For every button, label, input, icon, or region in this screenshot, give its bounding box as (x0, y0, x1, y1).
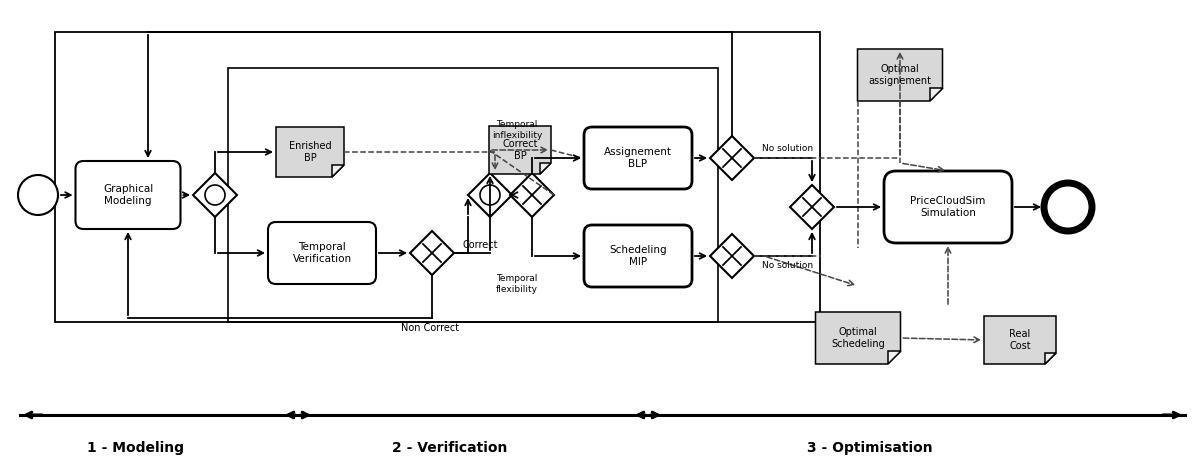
Text: Non Correct: Non Correct (401, 323, 460, 333)
Text: 3 - Optimisation: 3 - Optimisation (807, 441, 932, 455)
Text: Schedeling
MIP: Schedeling MIP (609, 245, 666, 267)
Polygon shape (410, 231, 454, 275)
Text: Temporal
Verification: Temporal Verification (292, 242, 351, 264)
Polygon shape (790, 185, 834, 229)
Text: Real
Cost: Real Cost (1009, 329, 1031, 351)
Text: 2 - Verification: 2 - Verification (392, 441, 508, 455)
Polygon shape (984, 316, 1056, 364)
Polygon shape (332, 165, 344, 177)
Circle shape (480, 185, 500, 205)
Polygon shape (710, 136, 754, 180)
Text: Assignement
BLP: Assignement BLP (604, 147, 672, 169)
Bar (55, 32, 820, 322)
FancyBboxPatch shape (76, 161, 180, 229)
Text: Optimal
Schedeling: Optimal Schedeling (831, 327, 885, 349)
Circle shape (1044, 183, 1092, 231)
Polygon shape (510, 173, 555, 217)
Text: Temporal
inflexibility: Temporal inflexibility (492, 120, 543, 140)
Polygon shape (1045, 353, 1056, 364)
Polygon shape (930, 88, 942, 101)
Polygon shape (540, 163, 551, 174)
Polygon shape (468, 173, 512, 217)
FancyBboxPatch shape (583, 225, 692, 287)
Circle shape (18, 175, 58, 215)
Polygon shape (488, 126, 551, 174)
Bar (229, 68, 718, 322)
Text: Temporal
flexibility: Temporal flexibility (496, 274, 538, 294)
Polygon shape (816, 312, 901, 364)
Polygon shape (888, 351, 901, 364)
Polygon shape (275, 127, 344, 177)
FancyBboxPatch shape (268, 222, 377, 284)
Text: Correct
BP: Correct BP (502, 139, 538, 161)
Text: Correct: Correct (462, 240, 498, 250)
Text: No solution: No solution (761, 261, 813, 271)
Polygon shape (710, 234, 754, 278)
Text: 1 - Modeling: 1 - Modeling (87, 441, 184, 455)
Polygon shape (192, 173, 237, 217)
Polygon shape (858, 49, 942, 101)
Text: PriceCloudSim
Simulation: PriceCloudSim Simulation (911, 196, 985, 218)
FancyBboxPatch shape (583, 127, 692, 189)
Text: Enrished
BP: Enrished BP (289, 141, 331, 163)
Text: Optimal
assignement: Optimal assignement (869, 64, 931, 86)
Text: Graphical
Modeling: Graphical Modeling (103, 184, 153, 206)
Circle shape (205, 185, 225, 205)
FancyBboxPatch shape (884, 171, 1012, 243)
Text: No solution: No solution (761, 143, 813, 152)
